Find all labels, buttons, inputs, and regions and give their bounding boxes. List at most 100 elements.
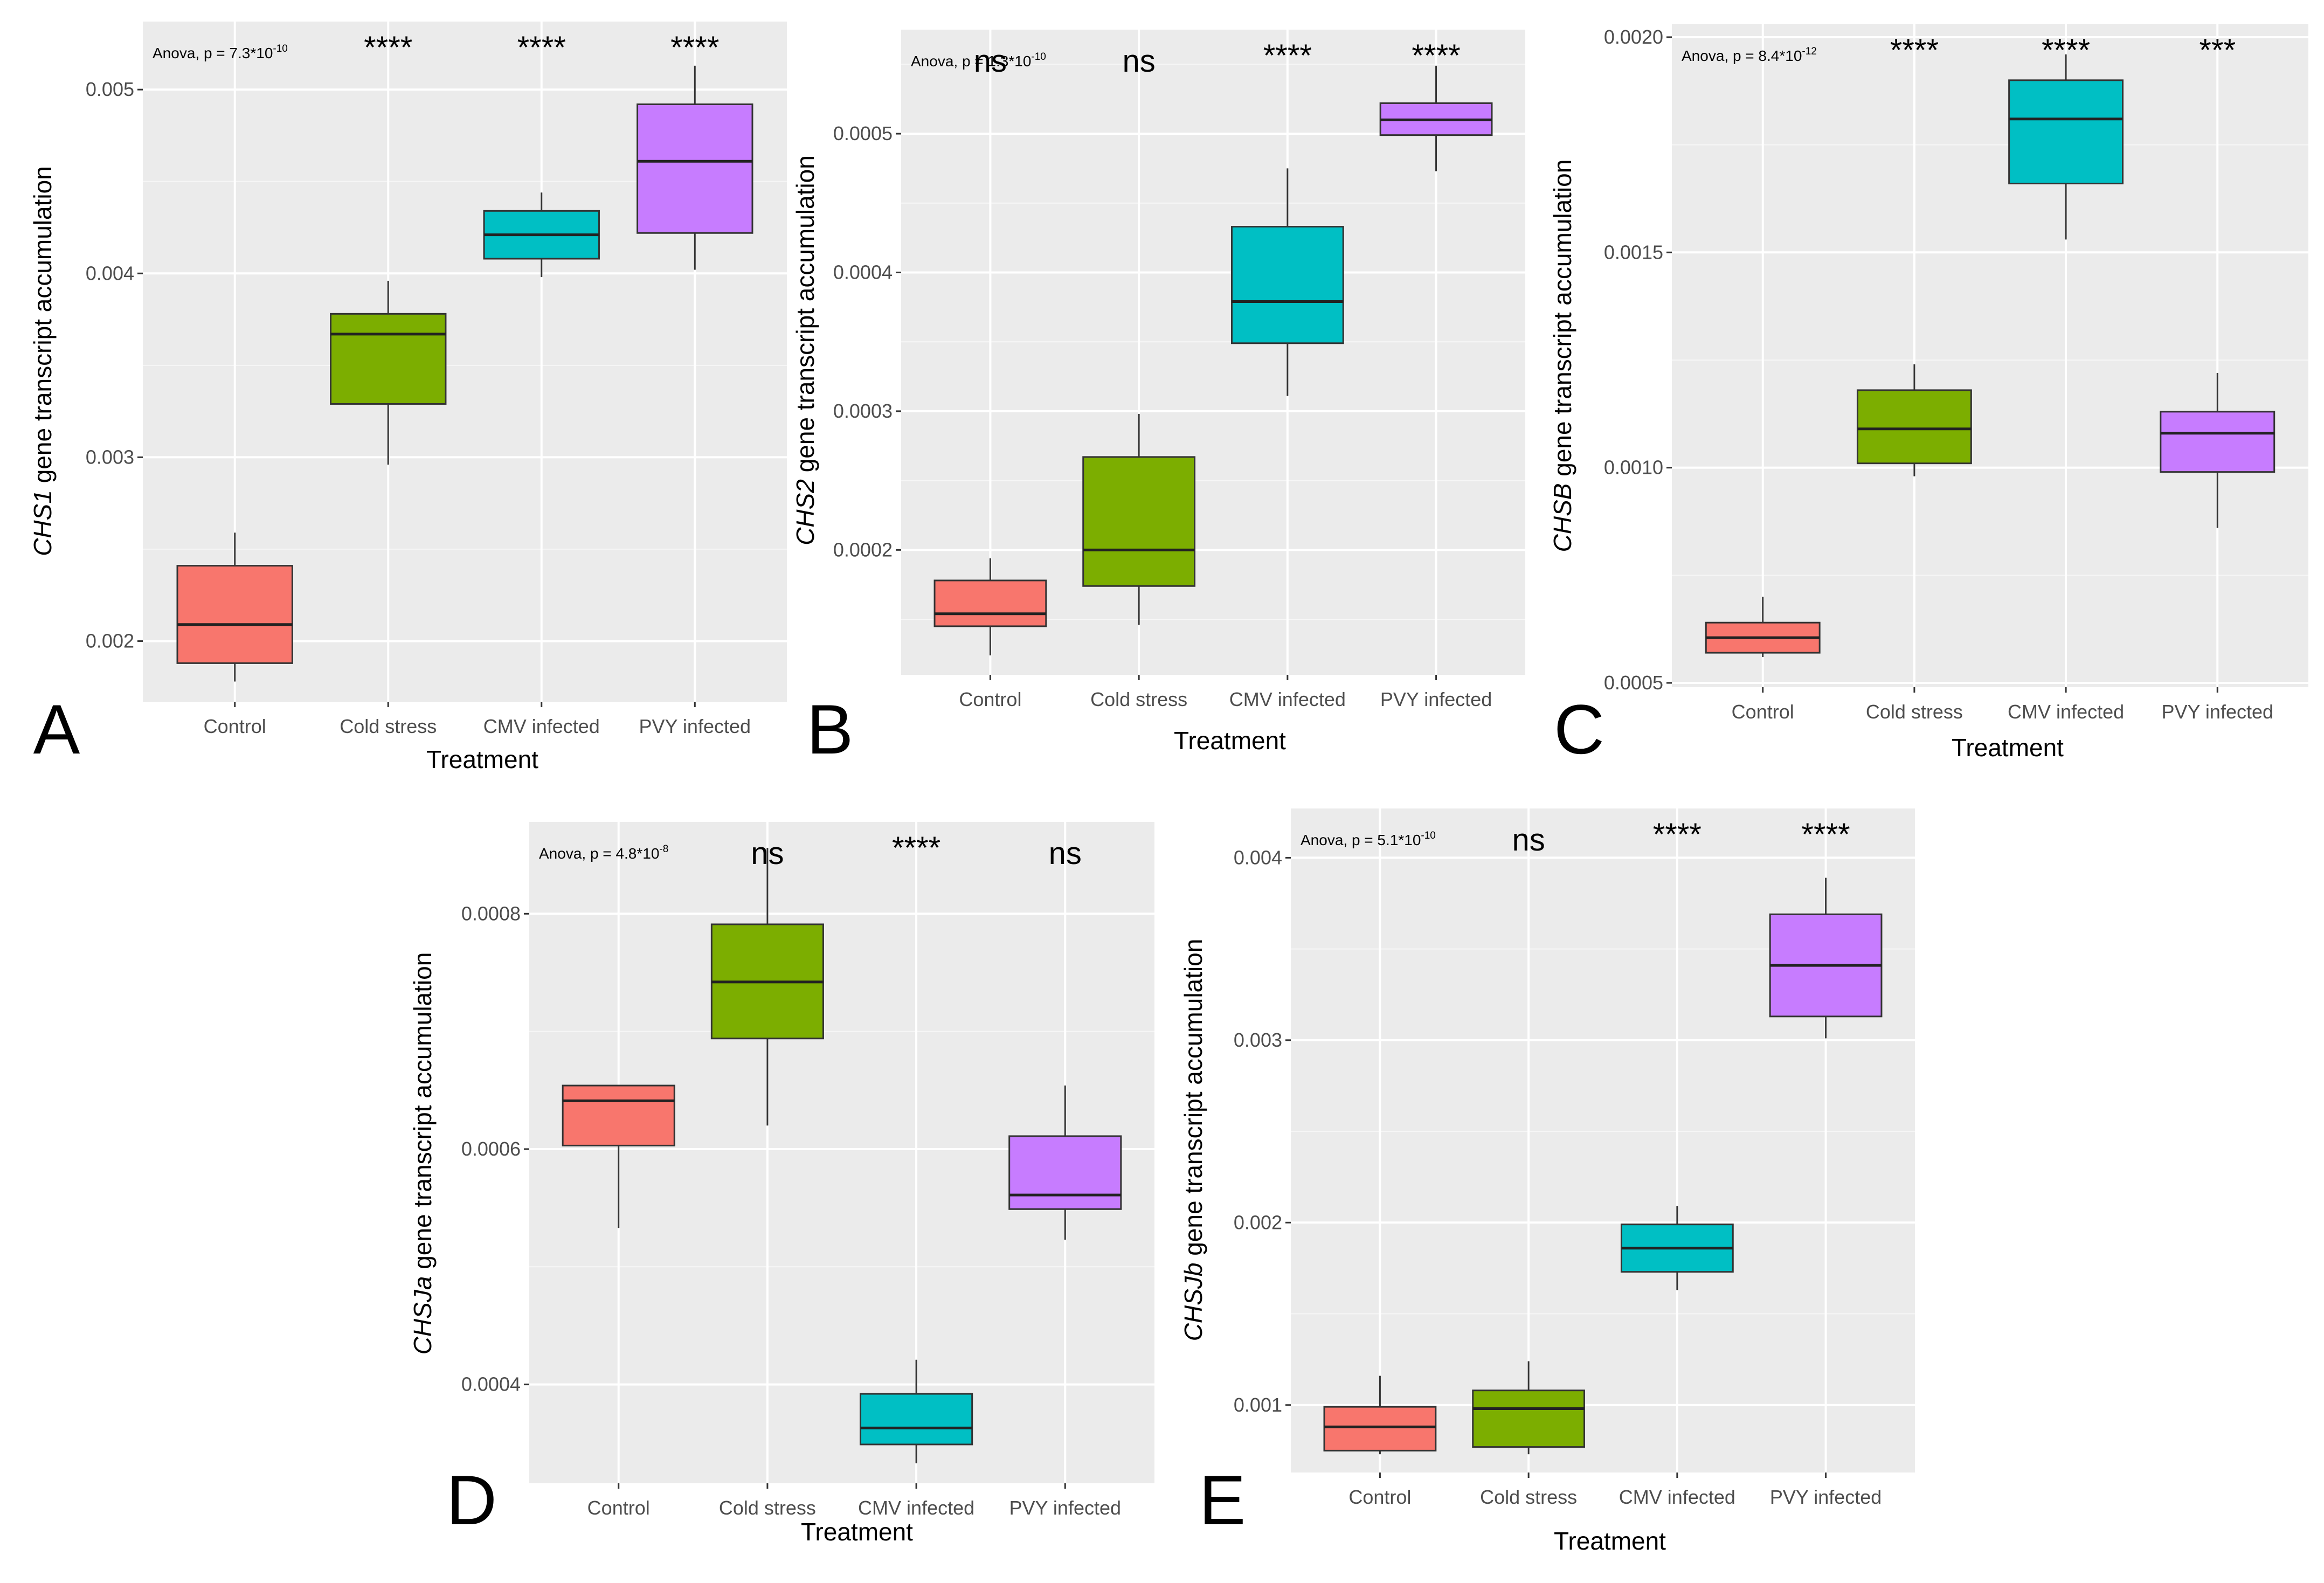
significance-label: **** (2042, 33, 2090, 68)
box-cmv-infected (483, 192, 600, 278)
x-tick-label: Cold stress (1090, 688, 1187, 710)
significance-label: ns (974, 44, 1007, 79)
anova-exponent: -8 (659, 844, 668, 855)
chart-panel-d: 0.0004 0.0006 0.0008 Control Cold stress CMV … (409, 822, 1154, 1546)
anova-exponent: -12 (1802, 46, 1816, 57)
x-tick-label: Cold stress (1866, 701, 1963, 723)
y-axis-title: CHSJb gene transcript accumulation (1179, 939, 1207, 1342)
x-tick-label: PVY infected (639, 715, 751, 737)
x-axis-title: Treatment (1554, 1527, 1666, 1555)
y-tick-label: 0.0004 (833, 261, 893, 283)
y-tick-label: 0.0020 (1604, 26, 1663, 48)
anova-annotation: Anova, p = 7.3*10-10 (153, 43, 288, 61)
x-tick-label: CMV infected (483, 715, 600, 737)
box-iqr (176, 565, 293, 664)
box-pvy-infected (1008, 1086, 1122, 1240)
anova-exponent: -10 (1421, 830, 1435, 841)
significance-label: ns (1123, 44, 1156, 79)
chart-panel-c: 0.0005 0.0010 0.0015 0.0020 Control Cold stre… (1548, 24, 2308, 769)
x-tick-label: Control (1348, 1486, 1411, 1508)
x-tick-label: CMV infected (1229, 688, 1346, 710)
y-axis-gene-name: CHSB (1548, 483, 1576, 552)
box-iqr (860, 1393, 973, 1446)
x-tick-label: CMV infected (858, 1497, 974, 1519)
chart-panel-a: 0.002 0.003 0.004 0.005 Control Cold stress CM… (29, 22, 787, 773)
box-cold-stress (1082, 414, 1196, 625)
y-axis-title: CHS2 gene transcript accumulation (791, 155, 819, 545)
y-axis-gene-name: CHSJb (1179, 1263, 1207, 1342)
significance-label: **** (1801, 817, 1850, 852)
y-axis-title: CHSJa gene transcript accumulation (409, 952, 437, 1355)
box-cold-stress (1472, 1361, 1586, 1455)
y-tick-label: 0.0008 (461, 902, 521, 924)
box-pvy-infected (1379, 65, 1493, 171)
box-iqr (637, 103, 753, 234)
y-tick-label: 0.0006 (461, 1138, 521, 1160)
y-tick-label: 0.0003 (833, 400, 893, 422)
box-cmv-infected (1230, 168, 1344, 396)
panel-letter-c: C (1554, 690, 1604, 769)
y-tick-label: 0.004 (86, 262, 134, 284)
anova-exponent: -10 (273, 43, 287, 54)
chart-panel-e: 0.001 0.002 0.003 0.004 Control Cold stress CM… (1179, 808, 1915, 1555)
box-iqr (2160, 411, 2275, 473)
box-control (562, 1084, 675, 1228)
y-axis-title-rest: gene transcript accumulation (409, 952, 437, 1276)
anova-exponent: -10 (1031, 51, 1046, 63)
y-tick-label: 0.0002 (833, 538, 893, 561)
significance-label: ns (1049, 836, 1082, 871)
y-axis-gene-name: CHS1 (29, 490, 57, 556)
y-tick-label: 0.002 (86, 630, 134, 652)
y-tick-label: 0.002 (1234, 1211, 1282, 1233)
x-tick-label: Control (587, 1497, 650, 1519)
x-tick-label: PVY infected (1009, 1497, 1121, 1519)
significance-label: **** (1263, 38, 1312, 73)
panel-letter-d: D (446, 1461, 497, 1539)
significance-label: **** (517, 30, 566, 65)
y-axis-title: CHSB gene transcript accumulation (1548, 160, 1576, 552)
y-axis-title-rest: gene transcript accumulation (29, 166, 57, 490)
box-cold-stress (710, 848, 824, 1126)
y-axis-title-rest: gene transcript accumulation (1179, 939, 1207, 1263)
box-cmv-infected (860, 1359, 973, 1463)
box-cold-stress (330, 280, 447, 465)
box-cold-stress (1856, 364, 1972, 476)
significance-label: **** (1653, 817, 1702, 852)
plot-background (1291, 808, 1915, 1473)
x-tick-label: Control (959, 688, 1021, 710)
x-tick-label: Cold stress (340, 715, 437, 737)
x-tick-label: Cold stress (1480, 1486, 1577, 1508)
anova-annotation: Anova, p = 1.3*10-10 (911, 51, 1046, 70)
box-iqr (1323, 1406, 1437, 1451)
panel-letter-a: A (33, 690, 80, 769)
x-tick-label: Control (1732, 701, 1794, 723)
y-tick-label: 0.001 (1234, 1394, 1282, 1416)
box-iqr (1230, 226, 1344, 344)
box-iqr (933, 579, 1047, 627)
anova-annotation: Anova, p = 5.1*10-10 (1301, 830, 1436, 848)
significance-label: ns (751, 836, 784, 871)
y-tick-label: 0.004 (1234, 846, 1282, 868)
panel-letter-b: B (807, 690, 854, 769)
box-pvy-infected (1769, 877, 1883, 1039)
plot-background (901, 30, 1525, 675)
significance-label: **** (1890, 33, 1939, 68)
x-tick-label: CMV infected (1619, 1486, 1735, 1508)
y-tick-label: 0.005 (86, 78, 134, 100)
y-tick-label: 0.0004 (461, 1373, 521, 1395)
x-axis-title: Treatment (1952, 734, 2064, 762)
y-tick-label: 0.0010 (1604, 457, 1663, 479)
significance-label: **** (892, 831, 940, 866)
significance-label: **** (364, 30, 412, 65)
y-tick-label: 0.0015 (1604, 241, 1663, 263)
significance-label: *** (2199, 33, 2236, 68)
box-iqr (330, 313, 447, 405)
panel-letter-e: E (1199, 1461, 1246, 1539)
box-iqr (2008, 79, 2124, 185)
significance-label: **** (670, 30, 719, 65)
y-axis-title-rest: gene transcript accumulation (1548, 160, 1576, 483)
chart-panel-b: 0.0002 0.0003 0.0004 0.0005 Control Cold stre… (791, 30, 1525, 769)
box-pvy-infected (637, 65, 753, 270)
x-axis-title: Treatment (1174, 727, 1286, 755)
